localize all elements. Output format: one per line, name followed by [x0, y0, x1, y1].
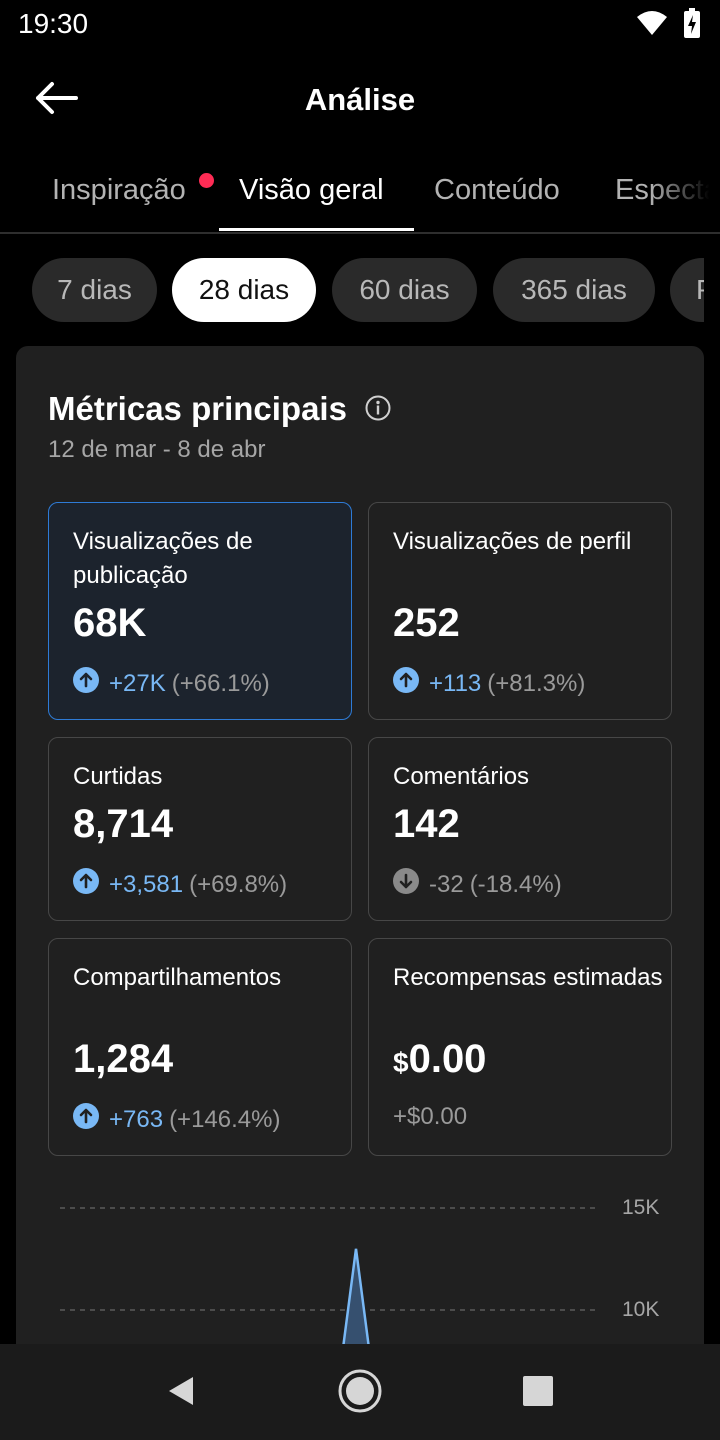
battery-charging-icon: [684, 7, 700, 43]
metric-comments[interactable]: Comentários 142 -32 (-18.4%): [368, 737, 672, 921]
metric-change-percent: (+146.4%): [169, 1105, 281, 1133]
metric-label: Compartilhamentos: [73, 964, 282, 991]
y-tick-label: 15K: [622, 1196, 660, 1219]
metric-likes[interactable]: Curtidas 8,714 +3,581 (+69.8%): [48, 737, 352, 921]
page-title: Análise: [304, 82, 416, 117]
triangle-back-icon: [165, 1375, 197, 1412]
arrow-down-circle-icon: [393, 868, 429, 901]
chip-7-dias[interactable]: 7 dias: [32, 258, 157, 322]
metric-value: 68K: [73, 601, 147, 645]
tab-visao-geral[interactable]: Visão geral: [239, 174, 384, 206]
period-selector: 7 dias 28 dias 60 dias 365 dias P: [0, 258, 704, 324]
metric-currency: $: [393, 1047, 409, 1078]
metric-label: Visualizações de perfil: [393, 528, 632, 555]
chip-60-dias[interactable]: 60 dias: [332, 258, 477, 322]
metric-label: Comentários: [393, 763, 530, 790]
metric-label: Visualizações de publicação: [73, 528, 253, 589]
metric-value: 1,284: [73, 1037, 174, 1081]
metric-change: +$0.00: [393, 1103, 467, 1131]
notification-dot: [199, 173, 214, 188]
tab-bar: Inspiração Visão geral Conteúdo Espectad…: [0, 152, 720, 234]
metric-change-percent: (+81.3%): [487, 669, 586, 697]
metric-change-value: +$0.00: [393, 1103, 468, 1130]
chip-custom-period[interactable]: P: [670, 258, 704, 322]
metric-change-percent: (+66.1%): [171, 669, 270, 697]
square-recents-icon: [523, 1375, 553, 1411]
wifi-icon: [636, 10, 668, 41]
metric-value: $0.00: [393, 1037, 486, 1082]
tab-conteudo[interactable]: Conteúdo: [434, 174, 560, 206]
series-line: [342, 1248, 370, 1346]
key-metrics-card: Métricas principais 12 de mar - 8 de abr…: [16, 346, 704, 1346]
metric-change-percent: (+69.8%): [189, 870, 288, 898]
tabs-fade: [650, 152, 720, 232]
system-nav-bar: [0, 1344, 720, 1440]
metric-value: 142: [393, 802, 460, 846]
metric-label: Recompensas estimadas: [393, 964, 663, 991]
metric-post-views[interactable]: Visualizações de publicação 68K +27K (+6…: [48, 502, 352, 720]
chip-28-dias[interactable]: 28 dias: [172, 258, 316, 322]
status-time: 19:30: [18, 8, 89, 39]
back-button[interactable]: [30, 76, 82, 124]
metric-change: +3,581 (+69.8%): [73, 868, 287, 901]
metric-change-value: +3,581: [109, 870, 184, 898]
status-bar: 19:30: [0, 0, 720, 50]
metric-change-value: +113: [429, 669, 482, 697]
metric-change-value: +27K: [109, 669, 166, 697]
arrow-up-circle-icon: [393, 667, 429, 700]
y-tick-label: 10K: [622, 1298, 660, 1321]
chip-365-dias[interactable]: 365 dias: [493, 258, 655, 322]
arrow-up-circle-icon: [73, 1103, 109, 1136]
card-title: Métricas principais: [48, 390, 347, 427]
series-area: [343, 1248, 369, 1346]
nav-back-button[interactable]: [158, 1370, 204, 1416]
app-header: Análise: [0, 60, 720, 142]
nav-home-button[interactable]: [337, 1368, 383, 1419]
metric-change: -32 (-18.4%): [393, 868, 562, 901]
metric-change-percent: (-18.4%): [469, 870, 562, 898]
status-icons: [636, 7, 700, 43]
metric-change: +27K (+66.1%): [73, 667, 270, 700]
home-circle-icon: [337, 1368, 383, 1419]
metric-value-number: 0.00: [408, 1037, 487, 1081]
metric-value: 252: [393, 601, 460, 645]
date-range: 12 de mar - 8 de abr: [48, 436, 266, 463]
arrow-up-circle-icon: [73, 667, 109, 700]
active-tab-indicator: [219, 228, 414, 231]
metrics-chart: 15K 10K: [16, 1186, 704, 1346]
metric-label: Curtidas: [73, 763, 163, 790]
metric-estimated-rewards[interactable]: Recompensas estimadas $0.00 +$0.00: [368, 938, 672, 1156]
arrow-left-icon: [34, 81, 78, 120]
arrow-up-circle-icon: [73, 868, 109, 901]
metric-change-value: -32: [429, 870, 464, 898]
metric-value: 8,714: [73, 802, 174, 846]
nav-recents-button[interactable]: [515, 1370, 561, 1416]
metric-change-value: +763: [109, 1105, 164, 1133]
info-icon[interactable]: [364, 394, 392, 422]
metric-shares[interactable]: Compartilhamentos 1,284 +763 (+146.4%): [48, 938, 352, 1156]
metric-change: +763 (+146.4%): [73, 1103, 280, 1136]
metric-change: +113 (+81.3%): [393, 667, 585, 700]
tab-inspiracao[interactable]: Inspiração: [52, 174, 186, 206]
metric-profile-views[interactable]: Visualizações de perfil 252 +113 (+81.3%…: [368, 502, 672, 720]
chart-svg: [60, 1207, 596, 1346]
